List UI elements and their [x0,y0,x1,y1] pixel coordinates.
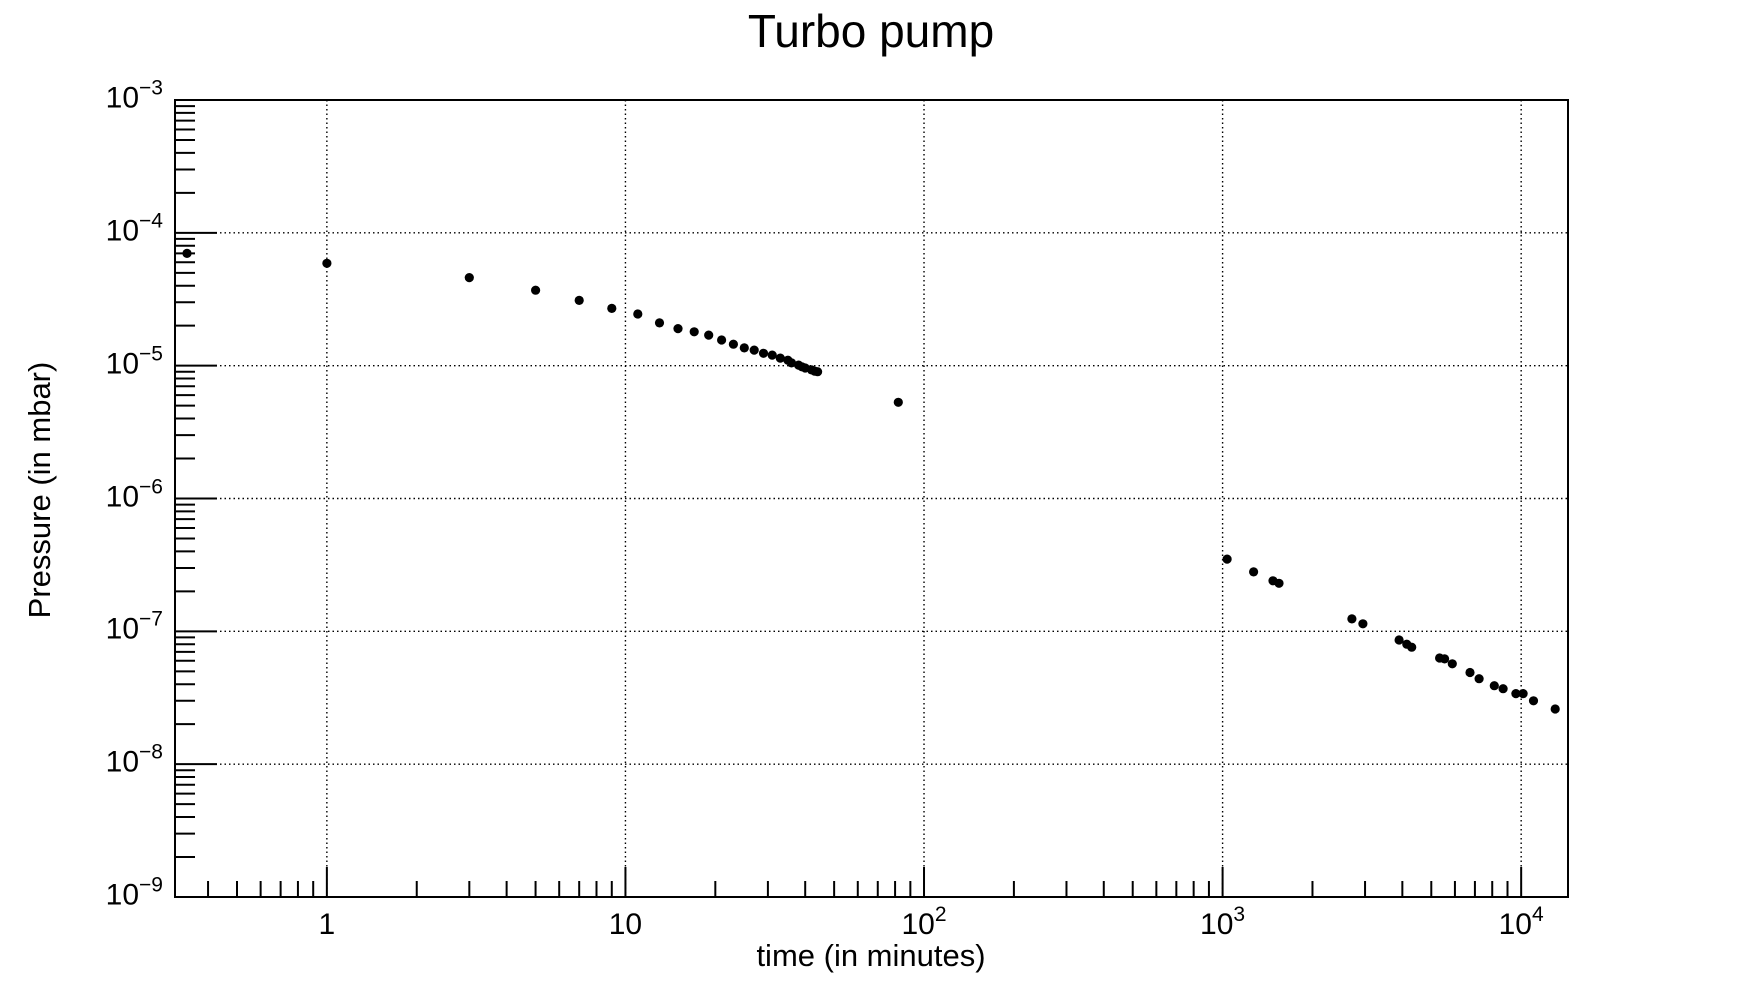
data-point [749,345,759,355]
y-tick-label: 10−4 [105,209,163,248]
data-point [1474,674,1484,684]
data-point [717,335,727,345]
data-point [1447,659,1457,669]
data-point [786,358,797,368]
data-point [1347,614,1357,624]
data-point [1274,578,1284,588]
tick-exponent: 2 [934,903,947,926]
chart-title: Turbo pump [747,5,995,57]
tick-exponent: 4 [1532,903,1544,926]
data-point [322,258,332,268]
y-tick-label: 10−3 [105,76,163,115]
tick-exponent: −7 [139,607,163,631]
data-point [1550,704,1560,714]
data-point [633,309,643,319]
data-point [1498,684,1508,694]
y-tick-label: 10−5 [105,342,163,381]
data-point [1489,681,1499,691]
data-point [704,330,714,340]
data-point [531,285,541,295]
data-point [1465,667,1475,678]
data-point [775,353,785,363]
data-point [1394,635,1404,645]
data-point [689,327,699,337]
data-point [607,303,617,313]
data-point [464,273,474,283]
data-point [673,324,683,334]
tick-exponent: 3 [1233,903,1246,926]
x-tick-label: 103 [1200,903,1246,941]
data-point [1440,654,1450,664]
x-tick-label: 102 [901,903,947,941]
tick-exponent: −3 [139,76,163,100]
data-point [574,295,584,305]
data-point [1511,689,1521,699]
data-point [654,318,665,328]
data-point [1222,554,1232,564]
y-tick-label: 10−7 [105,607,163,646]
data-point [728,339,739,349]
y-tick-label: 10−6 [105,475,163,513]
y-tick-label: 10−9 [105,873,163,912]
x-tick-label: 104 [1498,903,1544,941]
data-point [893,397,903,407]
data-point [758,348,769,358]
data-point [182,248,192,258]
data-point [739,343,749,353]
tick-exponent: −5 [139,342,163,366]
data-point [1358,619,1368,629]
tick-exponent: −8 [139,740,163,764]
x-tick-label: 10 [608,908,643,941]
data-point [767,350,777,360]
data-point [1407,642,1417,652]
data-point [1528,696,1539,706]
tick-exponent: −9 [139,873,163,897]
y-axis-title: Pressure (in mbar) [22,361,57,619]
data-point [1249,567,1259,577]
y-tick-label: 10−8 [105,740,163,779]
x-axis-title: time (in minutes) [756,938,986,973]
tick-exponent: −6 [139,475,163,498]
tick-exponent: −4 [139,209,163,233]
data-point [1518,689,1528,699]
x-tick-label: 1 [318,908,336,941]
data-point [813,367,823,377]
